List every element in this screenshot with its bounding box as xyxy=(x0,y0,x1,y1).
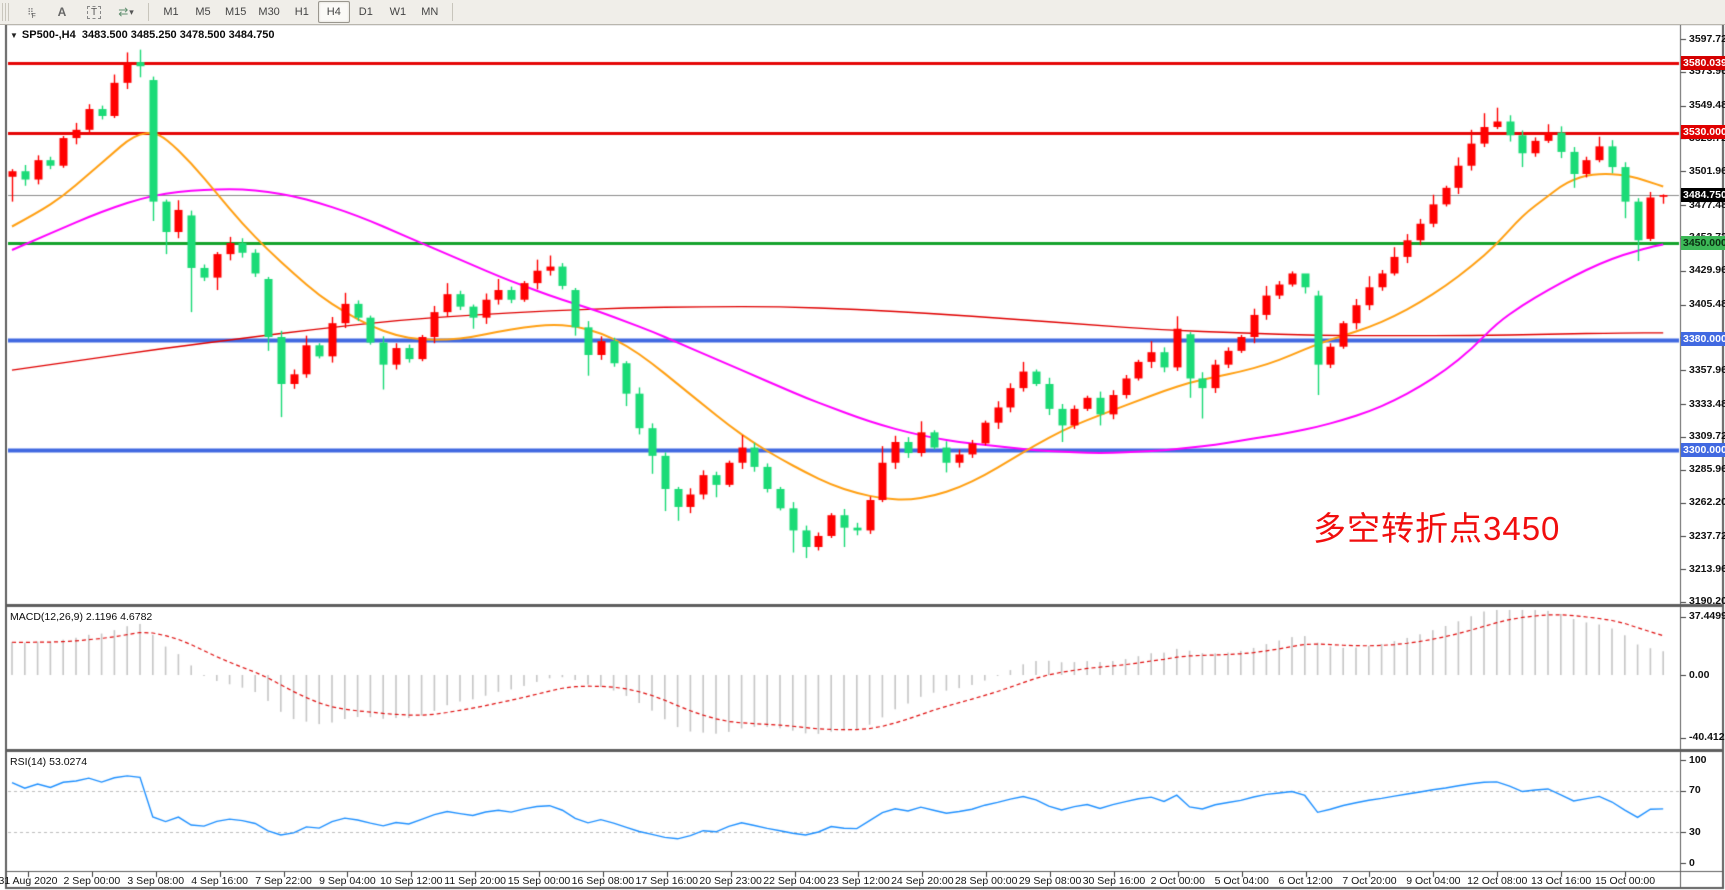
symbol-period-label: SP500-,H4 xyxy=(21,29,76,41)
rsi-indicator-label: RSI(14) 53.0274 xyxy=(10,756,88,768)
letter-a-icon: A xyxy=(57,5,67,19)
grid-glyph-icon: ⠿ F xyxy=(27,6,36,20)
timeframe-button-D1[interactable]: D1 xyxy=(358,6,373,18)
macd-values: 2.1196 4.6782 xyxy=(85,611,153,623)
timeframe-button-M5[interactable]: M5 xyxy=(195,6,211,18)
toolbar-grip-handle[interactable] xyxy=(2,3,10,21)
timeframe-button-M30[interactable]: M30 xyxy=(258,6,280,18)
timeframe-button-MN[interactable]: MN xyxy=(421,6,439,18)
toolbar-separator xyxy=(451,3,453,21)
toolbar-separator xyxy=(148,3,149,21)
chart-text-annotation: 多空转折点3450 xyxy=(1313,510,1561,547)
collapse-arrow-icon[interactable]: ▼ xyxy=(10,31,18,40)
timeframe-button-M1[interactable]: M1 xyxy=(163,6,179,18)
swap-arrows-icon: ⇄ xyxy=(118,5,129,19)
timeframe-button-H4[interactable]: H4 xyxy=(317,1,350,23)
ohlc-values-label: 3483.500 3485.250 3478.500 3484.750 xyxy=(81,29,275,41)
cursor-tool-icon[interactable]: A xyxy=(46,1,78,23)
top-toolbar: ⠿ F A T ⇄ ▾ M1 M5 M15 M30 H1 H4 D1 W1 MN xyxy=(0,0,1725,25)
timeframe-button-H1[interactable]: H1 xyxy=(294,6,309,18)
boxed-t-icon: T xyxy=(86,5,102,19)
text-label-tool-icon[interactable]: T xyxy=(78,1,110,23)
dropdown-caret-icon: ▾ xyxy=(129,6,134,17)
timeframe-button-M15[interactable]: M15 xyxy=(225,6,247,18)
macd-indicator-label: MACD(12,26,9) 2.1196 4.6782 xyxy=(10,611,153,623)
chart-grid-icon[interactable]: ⠿ F xyxy=(14,1,46,23)
timeframe-button-group: M1 M5 M15 M30 H1 H4 D1 W1 MN xyxy=(155,1,446,23)
cycle-symbols-button[interactable]: ⇄ ▾ xyxy=(110,1,142,23)
timeframe-button-W1[interactable]: W1 xyxy=(389,6,407,18)
rsi-value: 53.0274 xyxy=(49,756,88,768)
chart-title: ▼ SP500-,H4 3483.500 3485.250 3478.500 34… xyxy=(10,29,275,41)
